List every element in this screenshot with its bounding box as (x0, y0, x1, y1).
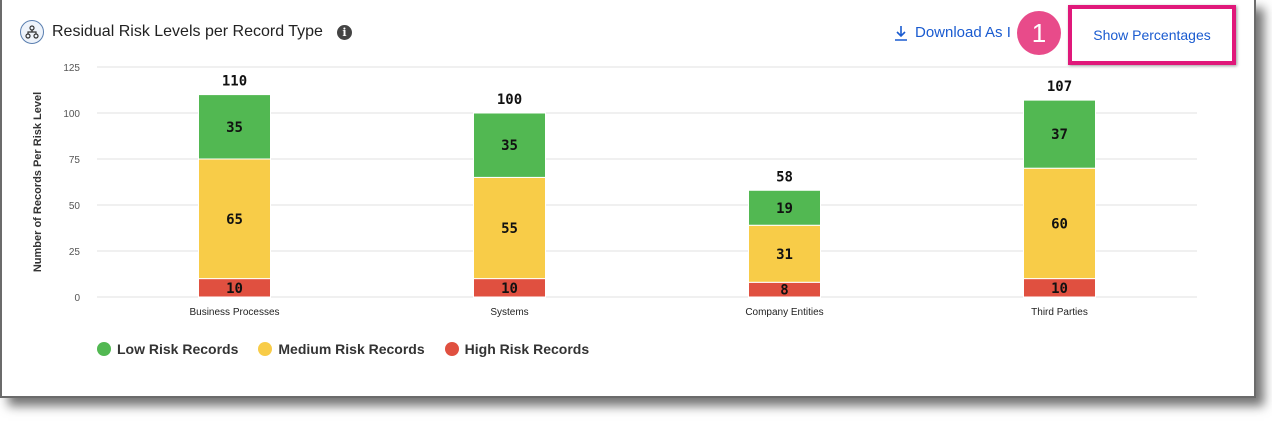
y-tick-label: 50 (69, 201, 81, 212)
legend-swatch (444, 342, 459, 356)
data-label: 60 (1051, 216, 1068, 232)
legend-label: Low Risk Records (117, 341, 239, 357)
x-tick-label: Third Parties (1031, 307, 1088, 318)
chart-title: Residual Risk Levels per Record Type (52, 23, 323, 40)
x-tick-label: Business Processes (189, 307, 279, 318)
legend-label: Medium Risk Records (278, 341, 425, 357)
data-label: 31 (776, 247, 793, 263)
legend-swatch (97, 342, 111, 356)
bar-segment[interactable] (748, 189, 821, 226)
info-icon[interactable]: i (336, 24, 352, 40)
legend-item[interactable]: High Risk Records (444, 341, 590, 357)
bar-segment[interactable] (1023, 167, 1096, 280)
y-tick-label: 75 (69, 155, 81, 166)
y-tick-label: 100 (63, 109, 80, 120)
download-label: Download As I (915, 24, 1011, 41)
total-label: 107 (1047, 79, 1072, 95)
bar-segment[interactable] (748, 224, 821, 283)
total-label: 100 (497, 92, 522, 108)
data-label: 35 (501, 138, 518, 154)
data-label: 65 (226, 212, 243, 228)
legend-label: High Risk Records (464, 341, 590, 357)
y-tick-label: 0 (74, 293, 80, 304)
stacked-bar-chart: 0 25 50 75 100 125 Number of Records Per Risk … (32, 63, 1197, 318)
callout-badge: 1 (1017, 11, 1061, 55)
bar-segment[interactable] (473, 112, 546, 178)
legend-item[interactable]: Medium Risk Records (258, 341, 425, 357)
chart-header: Residual Risk Levels per Record Type i (20, 20, 352, 44)
data-label: 10 (501, 281, 518, 297)
hierarchy-icon (20, 20, 44, 44)
data-label: 10 (226, 281, 243, 297)
data-label: 55 (501, 221, 518, 237)
data-label: 19 (776, 201, 793, 217)
total-label: 58 (776, 169, 793, 185)
download-icon (895, 25, 907, 41)
y-tick-label: 125 (63, 63, 80, 74)
total-label: 110 (222, 74, 247, 90)
download-button[interactable]: Download As I (893, 24, 1011, 41)
bar-segment[interactable] (198, 158, 271, 280)
chart-card: Residual Risk Levels per Record Type i D… (0, 0, 1256, 398)
data-label: 8 (780, 283, 788, 299)
data-label: 37 (1051, 127, 1068, 143)
y-tick-label: 25 (69, 247, 81, 258)
y-axis-label: Number of Records Per Risk Level (32, 92, 44, 272)
show-percentages-button[interactable]: Show Percentages (1068, 5, 1236, 65)
x-tick-label: Company Entities (745, 307, 823, 318)
legend-swatch (258, 342, 273, 356)
x-tick-label: Systems (490, 307, 528, 318)
legend-item[interactable]: Low Risk Records (97, 341, 238, 357)
legend: Low Risk Records Medium Risk Records High … (97, 341, 589, 357)
bar-segment[interactable] (198, 94, 271, 160)
bar-segment[interactable] (473, 176, 546, 280)
data-label: 10 (1051, 281, 1068, 297)
bar-segment[interactable] (1023, 99, 1096, 169)
data-label: 35 (226, 120, 243, 136)
